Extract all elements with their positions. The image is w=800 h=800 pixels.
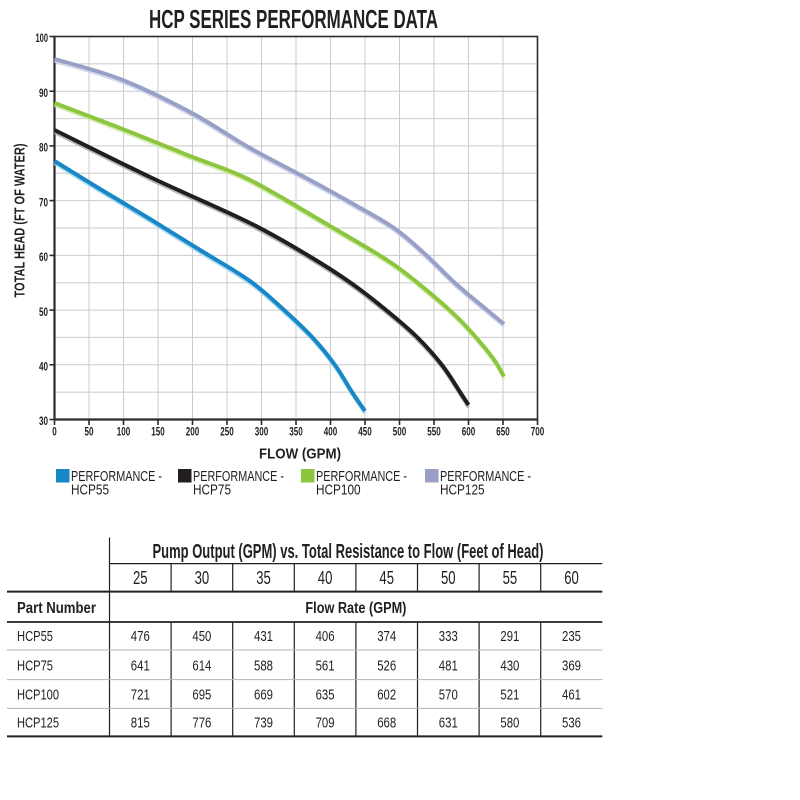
svg-text:561: 561	[316, 659, 335, 675]
svg-text:HCP125: HCP125	[440, 481, 485, 498]
svg-text:406: 406	[316, 629, 335, 645]
svg-text:669: 669	[254, 688, 273, 704]
svg-text:709: 709	[316, 716, 335, 732]
svg-text:588: 588	[254, 659, 273, 675]
svg-text:100: 100	[36, 31, 49, 45]
svg-text:90: 90	[39, 86, 48, 100]
svg-text:25: 25	[133, 568, 148, 588]
svg-text:HCP100: HCP100	[17, 688, 59, 704]
svg-text:70: 70	[39, 195, 48, 209]
svg-text:55: 55	[503, 568, 518, 588]
svg-text:Part Number: Part Number	[17, 600, 96, 617]
svg-text:Flow Rate (GPM): Flow Rate (GPM)	[305, 600, 406, 617]
svg-text:476: 476	[131, 629, 150, 645]
svg-text:0: 0	[52, 425, 57, 439]
svg-text:815: 815	[131, 716, 150, 732]
svg-text:614: 614	[192, 659, 211, 675]
svg-text:FLOW (GPM): FLOW (GPM)	[259, 446, 341, 463]
svg-text:291: 291	[500, 629, 519, 645]
svg-text:HCP125: HCP125	[17, 716, 59, 732]
svg-text:50: 50	[441, 568, 456, 588]
svg-text:PERFORMANCE -: PERFORMANCE -	[440, 468, 531, 485]
svg-text:430: 430	[500, 659, 519, 675]
svg-text:150: 150	[151, 425, 165, 439]
svg-text:700: 700	[531, 425, 545, 439]
svg-text:30: 30	[39, 414, 48, 428]
svg-text:602: 602	[377, 688, 396, 704]
svg-text:500: 500	[393, 425, 407, 439]
svg-text:631: 631	[439, 716, 458, 732]
svg-text:HCP100: HCP100	[316, 481, 361, 498]
svg-text:650: 650	[496, 425, 510, 439]
svg-text:HCP75: HCP75	[193, 481, 231, 498]
svg-text:50: 50	[39, 305, 48, 319]
svg-text:HCP75: HCP75	[17, 659, 53, 675]
svg-text:235: 235	[562, 629, 581, 645]
svg-text:570: 570	[439, 688, 458, 704]
svg-text:600: 600	[462, 425, 476, 439]
svg-text:50: 50	[85, 425, 94, 439]
svg-text:721: 721	[131, 688, 150, 704]
svg-text:200: 200	[186, 425, 200, 439]
svg-text:461: 461	[562, 688, 581, 704]
svg-text:HCP55: HCP55	[71, 481, 109, 498]
svg-text:60: 60	[39, 250, 48, 264]
svg-text:TOTAL HEAD (FT OF WATER): TOTAL HEAD (FT OF WATER)	[12, 143, 29, 297]
svg-text:40: 40	[39, 360, 48, 374]
svg-text:PERFORMANCE -: PERFORMANCE -	[316, 468, 407, 485]
svg-text:521: 521	[500, 688, 519, 704]
svg-text:350: 350	[289, 425, 303, 439]
svg-text:400: 400	[324, 425, 338, 439]
svg-text:374: 374	[377, 629, 396, 645]
svg-text:635: 635	[316, 688, 335, 704]
svg-text:HCP SERIES PERFORMANCE DATA: HCP SERIES PERFORMANCE DATA	[149, 4, 438, 34]
svg-text:481: 481	[439, 659, 458, 675]
svg-text:45: 45	[379, 568, 394, 588]
svg-text:450: 450	[192, 629, 211, 645]
svg-text:80: 80	[39, 141, 48, 155]
svg-text:Pump Output (GPM) vs. Total Re: Pump Output (GPM) vs. Total Resistance t…	[153, 541, 544, 563]
svg-text:550: 550	[427, 425, 441, 439]
svg-text:450: 450	[358, 425, 372, 439]
svg-text:333: 333	[439, 629, 458, 645]
svg-text:695: 695	[192, 688, 211, 704]
svg-text:PERFORMANCE -: PERFORMANCE -	[193, 468, 284, 485]
svg-text:100: 100	[117, 425, 131, 439]
svg-text:250: 250	[220, 425, 234, 439]
svg-text:668: 668	[377, 716, 396, 732]
svg-text:580: 580	[500, 716, 519, 732]
svg-text:300: 300	[255, 425, 269, 439]
svg-text:641: 641	[131, 659, 150, 675]
svg-text:35: 35	[256, 568, 271, 588]
svg-text:30: 30	[195, 568, 210, 588]
svg-text:PERFORMANCE -: PERFORMANCE -	[71, 468, 162, 485]
svg-text:739: 739	[254, 716, 273, 732]
svg-text:526: 526	[377, 659, 396, 675]
svg-text:776: 776	[192, 716, 211, 732]
svg-text:369: 369	[562, 659, 581, 675]
svg-text:60: 60	[564, 568, 579, 588]
svg-text:536: 536	[562, 716, 581, 732]
svg-text:40: 40	[318, 568, 333, 588]
svg-text:431: 431	[254, 629, 273, 645]
svg-text:HCP55: HCP55	[17, 629, 53, 645]
